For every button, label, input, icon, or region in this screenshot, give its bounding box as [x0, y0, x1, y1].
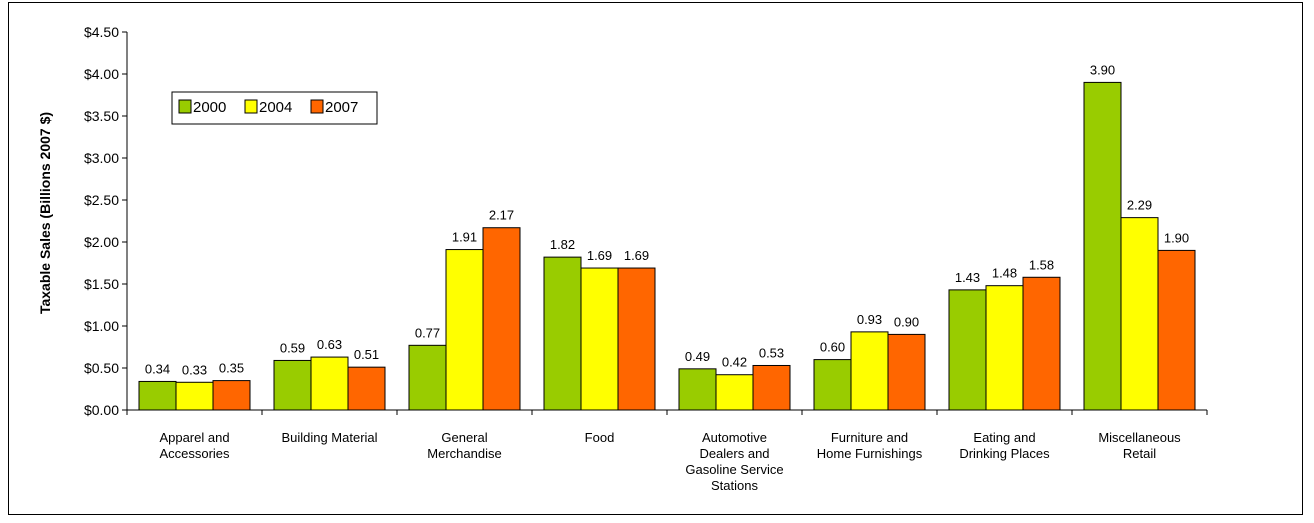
y-tick-label: $1.50	[84, 276, 119, 292]
data-label-2007: 2.17	[489, 208, 514, 223]
bar-2004	[850, 331, 889, 411]
bar-2004	[985, 285, 1024, 411]
data-label-2000: 0.60	[820, 340, 845, 355]
data-label-2007: 0.90	[894, 314, 919, 329]
legend-label-2004: 2004	[259, 99, 292, 116]
bar-2004	[715, 374, 754, 411]
data-label-2007: 0.53	[759, 345, 784, 360]
bar-2000	[678, 368, 717, 411]
data-label-2007: 1.58	[1029, 257, 1054, 272]
y-tick-label: $0.50	[84, 360, 119, 376]
category-label: Eating and Drinking Places	[959, 430, 1050, 461]
legend: 2000 2004 2007	[171, 91, 378, 125]
bar-2000	[948, 289, 987, 411]
category-label: Food	[585, 430, 615, 445]
data-label-2000: 0.49	[685, 349, 710, 364]
bars-layer	[138, 81, 1196, 411]
data-label-2000: 3.90	[1090, 62, 1115, 77]
category-labels-layer: Apparel and Accessories Building Material G…	[159, 430, 1181, 493]
legend-swatch-2000	[178, 99, 192, 114]
data-label-2000: 0.59	[280, 340, 305, 355]
y-axis-title: Taxable Sales (Billions 2007 $)	[37, 112, 53, 314]
category-label: General Merchandise	[427, 430, 501, 461]
data-label-2000: 0.77	[415, 325, 440, 340]
bar-2004	[175, 381, 214, 411]
data-label-2004: 0.63	[317, 337, 342, 352]
bar-2000	[543, 256, 582, 411]
bar-2000	[273, 359, 312, 411]
bar-2000	[813, 359, 852, 411]
data-labels-layer: 0.34 0.33 0.35 0.59 0.63 0.51 0.77 1.91 2.17 1.82…	[145, 62, 1189, 377]
bar-2007	[887, 333, 926, 411]
y-tick-label: $3.00	[84, 150, 119, 166]
category-label: Apparel and Accessories	[159, 430, 230, 461]
data-label-2004: 2.29	[1127, 198, 1152, 213]
bar-2000	[1083, 81, 1122, 411]
y-tick-label: $4.50	[84, 24, 119, 40]
y-tick-label: $0.00	[84, 402, 119, 418]
legend-box	[171, 91, 378, 125]
bar-2004	[1120, 217, 1159, 411]
data-label-2004: 0.93	[857, 312, 882, 327]
bar-2007	[482, 227, 521, 411]
data-label-2000: 1.43	[955, 270, 980, 285]
bar-2007	[617, 267, 656, 411]
chart-frame: Taxable Sales (Billions 2007 $) $0.00 $0.…	[8, 2, 1303, 515]
data-label-2004: 1.91	[452, 230, 477, 245]
bar-2007	[1022, 276, 1061, 411]
bar-2007	[1157, 249, 1196, 411]
bar-2000	[408, 344, 447, 411]
data-label-2000: 1.82	[550, 237, 575, 252]
y-tick-label: $2.50	[84, 192, 119, 208]
bar-chart: Taxable Sales (Billions 2007 $) $0.00$0.…	[37, 24, 1208, 493]
data-label-2007: 0.51	[354, 347, 379, 362]
data-label-2007: 1.69	[624, 248, 649, 263]
legend-label-2000: 2000	[193, 99, 226, 116]
bar-2000	[138, 380, 177, 411]
data-label-2004: 1.69	[587, 248, 612, 263]
data-label-2004: 1.48	[992, 266, 1017, 281]
y-tick-label: $1.00	[84, 318, 119, 334]
y-axis-ticks: $0.00 $0.50 $1.00 $1.50 $2.00 $2.50 $3.00 $3.50…	[84, 24, 127, 418]
bar-2004	[310, 356, 349, 411]
bar-2007	[752, 364, 791, 411]
bar-2004	[580, 267, 619, 411]
data-label-2007: 1.90	[1164, 230, 1189, 245]
data-label-2004: 0.42	[722, 355, 747, 370]
legend-swatch-2007	[310, 99, 324, 114]
bar-2007	[212, 380, 251, 411]
category-label: Building Material	[281, 430, 377, 445]
y-tick-label: $4.00	[84, 66, 119, 82]
y-tick-label: $3.50	[84, 108, 119, 124]
category-label: Furniture and Home Furnishings	[817, 430, 923, 461]
data-label-2007: 0.35	[219, 361, 244, 376]
category-label: Automotive Dealers and Gasoline Service Sta…	[685, 430, 783, 493]
legend-swatch-2004	[244, 99, 258, 114]
bar-2004	[445, 249, 484, 411]
data-label-2004: 0.33	[182, 362, 207, 377]
category-label: Miscellaneous Retail	[1098, 430, 1181, 461]
y-tick-label: $2.00	[84, 234, 119, 250]
bar-2007	[347, 366, 386, 411]
data-label-2000: 0.34	[145, 361, 170, 376]
axes-layer	[126, 32, 1208, 415]
legend-label-2007: 2007	[325, 99, 358, 116]
